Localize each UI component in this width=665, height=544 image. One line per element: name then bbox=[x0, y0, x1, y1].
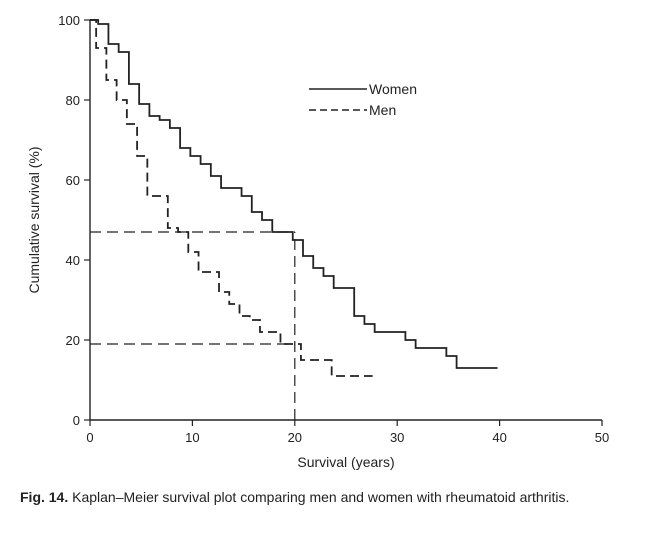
x-tick-label: 30 bbox=[390, 430, 404, 445]
caption-text: Kaplan–Meier survival plot comparing men… bbox=[72, 489, 569, 505]
y-tick-label: 80 bbox=[66, 93, 80, 108]
legend-label-women: Women bbox=[369, 81, 417, 97]
legend: Women Men bbox=[309, 81, 417, 118]
axes bbox=[90, 20, 602, 420]
series-layer bbox=[90, 20, 498, 376]
legend-label-men: Men bbox=[369, 102, 396, 118]
y-tick-label: 60 bbox=[66, 173, 80, 188]
y-tick-label: 100 bbox=[58, 13, 80, 28]
x-axis-title: Survival (years) bbox=[297, 454, 394, 470]
x-tick-label: 10 bbox=[185, 430, 199, 445]
reference-lines bbox=[90, 232, 295, 420]
x-tick-label: 40 bbox=[492, 430, 506, 445]
survival-chart: 0 10 20 30 40 50 0 20 40 60 80 100 Survival (years)… bbox=[0, 0, 665, 480]
y-tick-label: 20 bbox=[66, 333, 80, 348]
y-tick-label: 40 bbox=[66, 253, 80, 268]
ticks: 0 10 20 30 40 50 0 20 40 60 80 100 bbox=[58, 13, 609, 445]
series-line-women bbox=[90, 20, 498, 368]
x-tick-label: 50 bbox=[595, 430, 609, 445]
x-tick-label: 20 bbox=[288, 430, 302, 445]
series-line-men bbox=[90, 20, 373, 376]
y-axis-title: Cumulative survival (%) bbox=[26, 146, 42, 293]
caption-label: Fig. 14. bbox=[20, 489, 68, 505]
x-tick-label: 0 bbox=[86, 430, 93, 445]
y-tick-label: 0 bbox=[73, 413, 80, 428]
figure-caption: Fig. 14. Kaplan–Meier survival plot comp… bbox=[20, 486, 645, 508]
